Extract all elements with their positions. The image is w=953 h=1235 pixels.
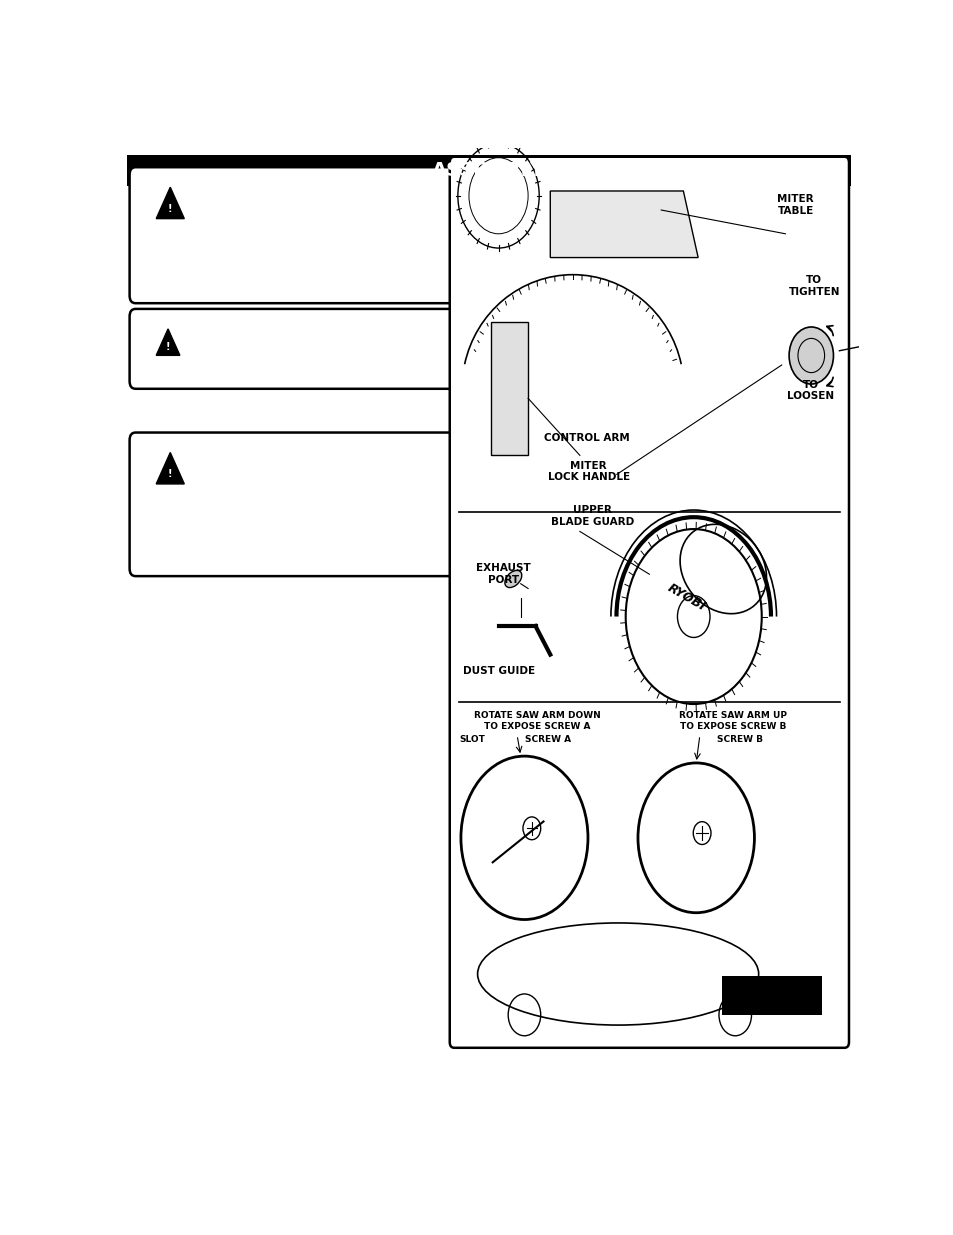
FancyBboxPatch shape	[127, 154, 850, 186]
Text: ASSEMBLY: ASSEMBLY	[432, 161, 545, 180]
FancyBboxPatch shape	[130, 167, 456, 304]
Text: SCREW B: SCREW B	[717, 735, 762, 745]
Text: RYOBI: RYOBI	[664, 582, 707, 614]
Text: DUST GUIDE: DUST GUIDE	[462, 666, 535, 677]
Circle shape	[788, 327, 833, 384]
Circle shape	[638, 763, 754, 913]
Text: MITER
TABLE: MITER TABLE	[777, 194, 813, 216]
Text: MITER
LOCK HANDLE: MITER LOCK HANDLE	[547, 461, 629, 483]
Text: SLOT: SLOT	[459, 735, 485, 745]
Polygon shape	[156, 188, 184, 219]
Text: !: !	[168, 469, 172, 479]
Bar	[721, 976, 821, 1015]
Polygon shape	[491, 322, 528, 456]
Text: UPPER
BLADE GUARD: UPPER BLADE GUARD	[550, 505, 634, 526]
Text: SCREW A: SCREW A	[524, 735, 571, 745]
Text: TO
LOOSEN: TO LOOSEN	[786, 380, 833, 401]
Polygon shape	[156, 329, 180, 356]
Text: TO
TIGHTEN: TO TIGHTEN	[788, 275, 839, 296]
Text: !: !	[168, 204, 172, 214]
FancyBboxPatch shape	[449, 157, 848, 1047]
FancyBboxPatch shape	[130, 309, 456, 389]
Text: CONTROL ARM: CONTROL ARM	[544, 433, 630, 443]
Text: !: !	[166, 342, 171, 352]
FancyBboxPatch shape	[130, 432, 456, 576]
Polygon shape	[156, 452, 184, 484]
Text: EXHAUST
PORT: EXHAUST PORT	[476, 563, 531, 585]
Polygon shape	[550, 191, 698, 258]
Circle shape	[460, 756, 587, 920]
Text: ROTATE SAW ARM UP
TO EXPOSE SCREW B: ROTATE SAW ARM UP TO EXPOSE SCREW B	[679, 711, 786, 731]
Text: ROTATE SAW ARM DOWN
TO EXPOSE SCREW A: ROTATE SAW ARM DOWN TO EXPOSE SCREW A	[473, 711, 599, 731]
Ellipse shape	[504, 571, 521, 588]
